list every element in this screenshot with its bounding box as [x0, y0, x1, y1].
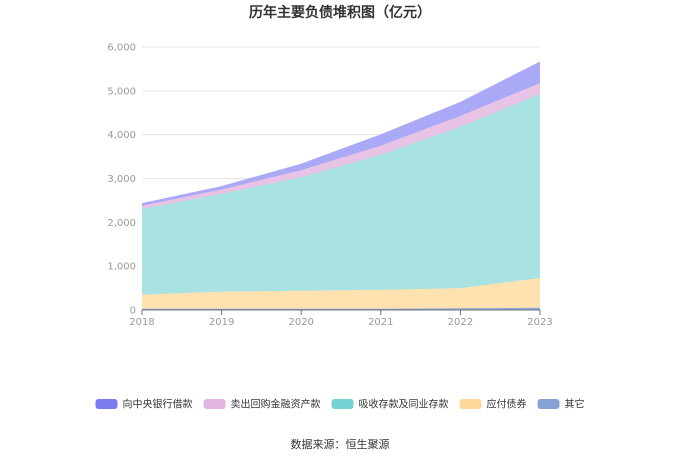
area-series-layer [141, 61, 541, 310]
area-series-line [141, 61, 541, 205]
legend-label: 向中央银行借款 [123, 398, 193, 411]
y-tick-label: 4,000 [107, 130, 136, 141]
area-series [142, 93, 540, 295]
legend-item[interactable]: 卖出回购金融资产款 [203, 398, 321, 411]
y-tick-label: 3,000 [107, 174, 136, 185]
x-tick-label: 2021 [368, 317, 393, 328]
area-series [142, 278, 540, 309]
x-tick-label: 2020 [288, 317, 313, 328]
legend-swatch [459, 399, 482, 409]
legend-label: 卖出回购金融资产款 [231, 398, 321, 411]
legend-swatch [537, 399, 560, 409]
x-tick-label: 2023 [527, 317, 552, 328]
legend-label: 其它 [565, 398, 585, 411]
legend-item[interactable]: 应付债券 [459, 398, 527, 411]
data-source-note: 数据来源：恒生聚源 [290, 438, 390, 451]
y-tick-label: 2,000 [107, 218, 136, 229]
x-tick-label: 2022 [448, 317, 473, 328]
axes: 0 1,000 2,000 3,000 4,000 5,000 6,000 2018 2019 2… [107, 43, 552, 329]
x-tick-label: 2018 [129, 317, 154, 328]
y-tick-label: 0 [130, 306, 136, 317]
legend-label: 应付债券 [487, 398, 527, 411]
legend-item[interactable]: 向中央银行借款 [95, 398, 193, 411]
y-tick-label: 6,000 [107, 43, 136, 54]
legend-item[interactable]: 吸收存款及同业存款 [331, 398, 449, 411]
x-tick-label: 2019 [209, 317, 234, 328]
legend-swatch [203, 399, 226, 409]
y-tick-label: 1,000 [107, 262, 136, 273]
legend[interactable]: 向中央银行借款 卖出回购金融资产款 吸收存款及同业存款 应付债券 其它 [95, 398, 585, 411]
legend-item[interactable]: 其它 [537, 398, 585, 411]
chart-title: 历年主要负债堆积图（亿元） [249, 5, 431, 21]
legend-label: 吸收存款及同业存款 [359, 398, 449, 411]
legend-swatch [95, 399, 118, 409]
y-tick-label: 5,000 [107, 86, 136, 97]
legend-swatch [331, 399, 354, 409]
